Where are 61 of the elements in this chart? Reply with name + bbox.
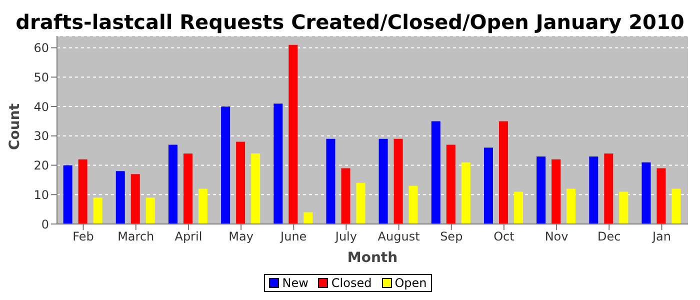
bar — [63, 165, 72, 224]
bar — [378, 138, 388, 224]
bar — [589, 156, 598, 224]
legend-label: Open — [394, 276, 427, 290]
bar — [198, 188, 208, 224]
bar — [146, 198, 155, 224]
bar — [672, 188, 681, 224]
bar — [514, 192, 523, 224]
bar — [236, 142, 246, 224]
chart-title: drafts-lastcall Requests Created/Closed/Open January 2010 — [14, 9, 686, 36]
x-tick-label: April — [174, 230, 202, 244]
y-axis-title: Count — [6, 103, 23, 150]
bar — [93, 198, 102, 224]
bar — [251, 154, 260, 224]
bar — [78, 159, 88, 224]
bar — [274, 104, 283, 224]
bar — [566, 188, 576, 224]
y-tick-label: 60 — [34, 41, 49, 56]
bar — [619, 192, 628, 224]
y-tick-label: 30 — [34, 129, 49, 144]
bar — [461, 162, 470, 224]
bar — [604, 154, 614, 224]
x-tick-label: Sep — [440, 230, 463, 244]
bar — [183, 154, 192, 224]
x-tick-label: May — [228, 230, 254, 244]
bar — [341, 168, 350, 224]
bar — [656, 168, 666, 224]
bar — [116, 171, 125, 224]
x-tick-label: Feb — [72, 230, 94, 244]
bar — [431, 121, 440, 224]
y-tick-label: 50 — [34, 70, 49, 84]
x-tick-label: July — [334, 230, 358, 244]
legend-label: Closed — [330, 276, 372, 290]
x-tick-label: Jan — [651, 230, 671, 244]
x-tick-label: March — [118, 230, 154, 244]
bar — [130, 174, 140, 224]
bar — [446, 144, 456, 224]
x-tick-label: August — [378, 230, 420, 244]
legend-label: New — [281, 276, 308, 290]
bar — [642, 162, 651, 224]
x-tick-label: June — [280, 230, 307, 244]
y-tick-label: 40 — [34, 100, 49, 114]
bar — [356, 182, 366, 224]
bar — [484, 148, 493, 224]
x-tick-label: Dec — [598, 230, 621, 244]
bar — [326, 138, 336, 224]
bar — [552, 159, 561, 224]
y-tick-label: 20 — [34, 158, 49, 173]
bar — [221, 106, 230, 224]
bar — [394, 138, 403, 224]
y-tick-label: 0 — [41, 217, 49, 232]
bar — [536, 156, 546, 224]
bar — [304, 212, 313, 224]
bar — [168, 144, 178, 224]
bar — [288, 44, 298, 224]
x-tick-label: Oct — [494, 230, 515, 244]
y-tick-label: 10 — [34, 188, 49, 202]
bar — [408, 186, 418, 224]
x-tick-label: Nov — [544, 230, 568, 244]
x-axis-title: Month — [347, 250, 398, 266]
bar — [498, 121, 508, 224]
